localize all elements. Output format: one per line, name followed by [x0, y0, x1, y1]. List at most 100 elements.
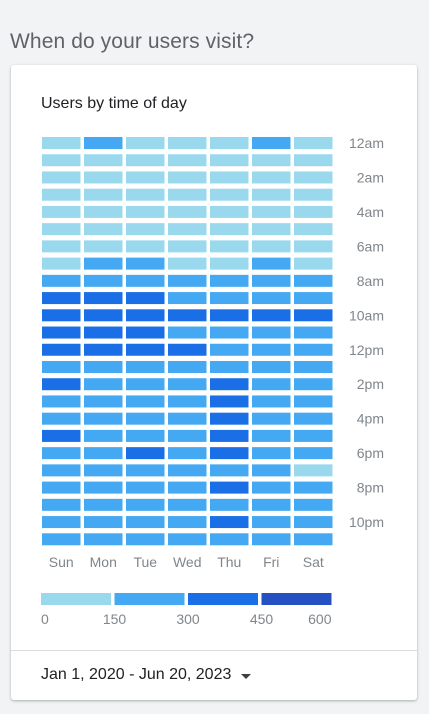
page-title: When do your users visit?: [10, 30, 255, 54]
heatmap-cell: [84, 429, 123, 442]
heatmap-cell: [294, 447, 333, 460]
legend-tick-label: 0: [41, 611, 49, 627]
caret-down-icon: [241, 673, 252, 679]
y-tick-label: 6pm: [357, 445, 384, 461]
heatmap-cell: [210, 240, 249, 253]
heatmap-cell: [42, 137, 81, 149]
heatmap-cell: [84, 464, 123, 477]
heatmap-cell: [210, 154, 249, 167]
heatmap-cell: [42, 257, 81, 270]
heatmap-cell: [210, 378, 249, 391]
heatmap-cell: [252, 137, 291, 149]
heatmap-cell: [42, 240, 81, 253]
heatmap-cell: [84, 223, 123, 236]
heatmap-cell: [294, 137, 333, 149]
heatmap-cell: [210, 171, 249, 184]
heatmap-cell: [294, 412, 333, 425]
heatmap-cell: [294, 257, 333, 270]
heatmap-cell: [252, 447, 291, 460]
heatmap-cell: [252, 378, 291, 391]
heatmap-cell: [252, 274, 291, 287]
heatmap-cell: [294, 274, 333, 287]
heatmap-cell: [42, 447, 81, 460]
heatmap-cell: [168, 360, 207, 373]
legend-swatch: [114, 593, 185, 605]
heatmap-cell: [126, 188, 165, 201]
heatmap-cell: [168, 240, 207, 253]
heatmap-cell: [42, 481, 81, 494]
heatmap-cell: [84, 240, 123, 253]
heatmap-cell: [252, 205, 291, 218]
heatmap-chart: 12am 2am 4am 6am 8am 10am 12pm 2pm 4pm 6pm 8pm 10pm…: [41, 135, 384, 627]
heatmap-cell: [252, 292, 291, 305]
heatmap-cell: [126, 257, 165, 270]
legend-tick-label: 300: [176, 611, 200, 627]
y-tick-label: 6am: [357, 238, 384, 254]
heatmap-cell: [252, 257, 291, 270]
heatmap-cell: [126, 412, 165, 425]
heatmap-cell: [84, 257, 123, 270]
heatmap-cell: [210, 464, 249, 477]
heatmap-cell: [210, 533, 249, 546]
heatmap-cell: [42, 205, 81, 218]
heatmap-cell: [42, 516, 81, 529]
heatmap-cell: [252, 343, 291, 356]
heatmap-cell: [252, 395, 291, 408]
heatmap-cell: [126, 343, 165, 356]
heatmap-cell: [252, 223, 291, 236]
x-tick-label: Thu: [217, 554, 241, 570]
legend-swatch: [188, 593, 258, 605]
heatmap-cell: [210, 498, 249, 511]
heatmap-cell: [126, 137, 165, 149]
y-tick-label: 10pm: [349, 514, 384, 530]
heatmap-cell: [126, 171, 165, 184]
heatmap-cell: [84, 274, 123, 287]
heatmap-cell: [294, 188, 333, 201]
heatmap-cell: [168, 188, 207, 201]
heatmap-cell: [126, 533, 165, 546]
heatmap-cell: [126, 326, 165, 339]
heatmap-cell: [252, 533, 291, 546]
heatmap-cell: [168, 429, 207, 442]
y-tick-label: 2pm: [357, 376, 384, 392]
y-tick-label: 8pm: [357, 480, 384, 496]
heatmap-cell: [42, 429, 81, 442]
heatmap-cell: [126, 378, 165, 391]
heatmap-cell: [294, 533, 333, 546]
heatmap-cell: [210, 309, 249, 322]
users-by-time-card: Users by time of day 12am 2am 4am 6am 8am 10a…: [11, 65, 417, 700]
heatmap-cell: [168, 292, 207, 305]
heatmap-cell: [126, 464, 165, 477]
heatmap-cell: [210, 326, 249, 339]
heatmap-cell: [294, 395, 333, 408]
heatmap-cell: [168, 395, 207, 408]
y-tick-label: 4am: [357, 204, 384, 220]
heatmap-cell: [126, 205, 165, 218]
heatmap-cell: [84, 137, 123, 149]
x-tick-label: Tue: [133, 554, 157, 570]
heatmap-cell: [168, 137, 207, 149]
heatmap-cell: [84, 481, 123, 494]
heatmap-cell: [42, 533, 81, 546]
heatmap-cell: [42, 292, 81, 305]
heatmap-cell: [168, 309, 207, 322]
y-tick-label: 2am: [357, 169, 384, 185]
heatmap-cell: [294, 154, 333, 167]
heatmap-cell: [210, 223, 249, 236]
heatmap-cell: [42, 154, 81, 167]
heatmap-cell: [42, 223, 81, 236]
heatmap-cell: [84, 360, 123, 373]
heatmap-cell: [126, 481, 165, 494]
legend-tick-label: 600: [308, 611, 332, 627]
heatmap-cell: [42, 498, 81, 511]
heatmap-cell: [210, 395, 249, 408]
heatmap-cell: [84, 498, 123, 511]
heatmap-cell: [294, 343, 333, 356]
heatmap-cell: [126, 360, 165, 373]
date-range-selector[interactable]: Jan 1, 2020 - Jun 20, 2023: [41, 664, 252, 686]
heatmap-cell: [294, 205, 333, 218]
heatmap-cell: [84, 412, 123, 425]
heatmap-cell: [84, 292, 123, 305]
heatmap-cell: [126, 498, 165, 511]
card-divider: [11, 650, 417, 651]
